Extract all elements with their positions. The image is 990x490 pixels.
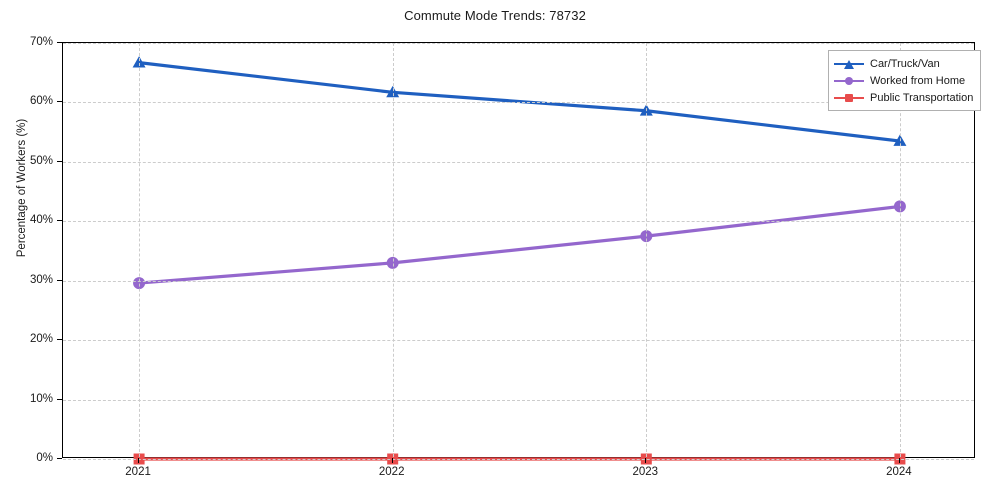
y-tick-label: 60%: [29, 95, 53, 108]
x-tick-label: 2024: [886, 466, 912, 478]
legend-item[interactable]: Worked from Home: [834, 72, 973, 89]
legend-marker-triangle-icon: [844, 59, 854, 69]
gridline-horizontal: [63, 43, 974, 44]
legend-swatch: [834, 91, 864, 105]
legend-marker-square-icon: [845, 94, 853, 102]
legend-swatch: [834, 57, 864, 71]
y-tick-mark: [57, 160, 62, 162]
x-tick-mark: [645, 458, 647, 463]
y-tick-mark: [57, 339, 62, 341]
y-tick-mark: [57, 398, 62, 400]
y-tick-label: 0%: [36, 452, 53, 464]
chart-legend: Car/Truck/Van Worked from Home Public Tran…: [828, 50, 982, 111]
y-tick-label: 70%: [29, 36, 53, 48]
gridline-horizontal: [63, 459, 974, 460]
y-tick-label: 10%: [29, 392, 53, 405]
legend-label: Worked from Home: [870, 74, 966, 87]
y-tick-label: 50%: [29, 154, 53, 167]
legend-label: Public Transportation: [870, 91, 974, 104]
y-tick-label: 30%: [29, 273, 53, 286]
gridline-horizontal: [63, 280, 974, 282]
gridline-horizontal: [63, 102, 974, 104]
gridline-horizontal: [63, 221, 974, 223]
y-tick-mark: [57, 279, 62, 281]
legend-item[interactable]: Public Transportation: [834, 89, 973, 106]
y-tick-mark: [57, 458, 62, 459]
legend-item[interactable]: Car/Truck/Van: [834, 55, 973, 72]
gridline-vertical: [139, 43, 141, 457]
y-tick-mark: [57, 101, 62, 103]
legend-label: Car/Truck/Van: [870, 57, 940, 70]
series-line: [137, 61, 902, 143]
gridline-horizontal: [63, 161, 974, 163]
x-tick-label: 2021: [125, 466, 151, 478]
y-tick-mark: [57, 220, 62, 222]
x-tick-label: 2022: [378, 466, 405, 478]
y-tick-label: 20%: [29, 333, 53, 346]
plot-area: [62, 42, 975, 465]
gridline-horizontal: [63, 399, 974, 401]
y-axis-label: Percentage of Workers (%): [16, 118, 28, 258]
y-tick-label: 40%: [29, 214, 53, 227]
gridline-vertical: [646, 43, 648, 457]
legend-swatch: [834, 74, 864, 88]
x-tick-mark: [138, 458, 140, 463]
gridline-vertical: [899, 43, 901, 457]
x-tick-label: 2023: [632, 466, 659, 478]
x-tick-mark: [391, 458, 393, 463]
y-tick-mark: [57, 42, 62, 43]
gridline-horizontal: [63, 340, 974, 342]
legend-marker-circle-icon: [845, 77, 853, 85]
x-tick-mark: [898, 458, 900, 463]
series-line: [137, 204, 902, 285]
chart-title: Commute Mode Trends: 78732: [404, 8, 586, 23]
gridline-vertical: [392, 43, 394, 457]
